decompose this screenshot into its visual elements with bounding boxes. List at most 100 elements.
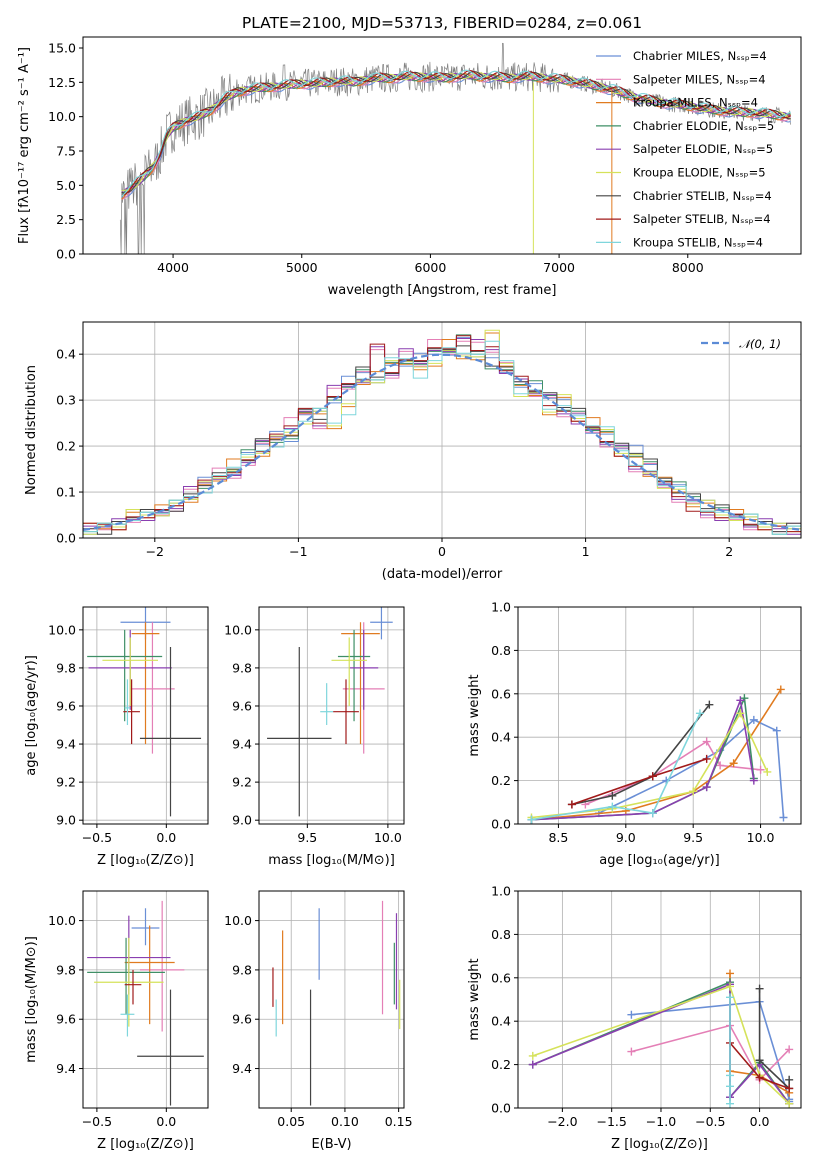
y-tick-label: 10.0 [224, 622, 252, 637]
x-tick-label: 0.0 [750, 1114, 770, 1129]
gridlines [259, 891, 404, 1108]
panel-5: 8.5 9.0 9.5 10.0 0.0 0.2 0.4 0.6 0.8 1.0 age [log₁… [467, 600, 802, 868]
weight-marker [772, 726, 781, 735]
weight-marker [527, 815, 536, 824]
legend-label: Chabrier ELODIE, Nₛₛₚ=5 [633, 119, 774, 133]
x-axis-label: Z [log₁₀(Z/Z⊙)] [97, 853, 194, 868]
model-spectrum-line [121, 73, 791, 200]
x-tick-label: 6000 [415, 260, 447, 275]
x-tick-label: 7000 [543, 260, 575, 275]
x-tick-label: 0 [438, 544, 446, 559]
y-tick-label: 9.8 [56, 962, 76, 977]
y-tick-label: 9.2 [232, 775, 252, 790]
weight-marker [729, 759, 738, 768]
errorbar-point [124, 679, 131, 726]
y-tick-label: 0.2 [56, 439, 76, 454]
x-tick-label: −1 [289, 544, 307, 559]
y-tick-label: 0.2 [491, 1057, 511, 1072]
x-axis-label: E(B-V) [311, 1137, 351, 1152]
weight-marker [627, 1010, 636, 1019]
legend-label: Salpeter STELIB, Nₛₛₚ=4 [633, 212, 771, 226]
x-tick-label: 0.15 [385, 1114, 413, 1129]
weight-marker [567, 800, 576, 809]
x-tick-label: 10.0 [374, 830, 402, 845]
axes-frame [82, 890, 209, 1109]
weight-marker [785, 1045, 794, 1054]
errorbar-point [341, 622, 380, 745]
y-tick-label: 9.4 [56, 737, 76, 752]
y-axis-label: mass [log₁₀(M/M⊙)] [24, 936, 39, 1063]
errorbar-point [320, 683, 334, 726]
weight-marker [608, 791, 617, 800]
panel-6: −0.5 0.0 9.4 9.6 9.8 10.0 Z [log₁₀(Z/Z⊙)] mass … [24, 890, 209, 1152]
x-axis-label: (data-model)/error [382, 567, 503, 582]
weight-marker [756, 765, 765, 774]
weight-marker [779, 813, 788, 822]
legend: 𝒩(0, 1) [701, 337, 781, 351]
x-tick-label: −1.5 [596, 1114, 626, 1129]
axes-frame [517, 890, 802, 1109]
legend-label: Salpeter MILES, Nₛₛₚ=4 [633, 72, 766, 86]
errorbar-point [94, 937, 164, 1027]
x-tick-label: −0.5 [695, 1114, 725, 1129]
y-tick-label: 0.6 [491, 970, 511, 985]
weight-line [598, 718, 785, 818]
gridlines [259, 607, 404, 824]
y-tick-label: 0.6 [491, 686, 511, 701]
panel-8: −2.0 −1.5 −1.0 −0.5 0.0 0.0 0.2 0.4 0.6 0.8 1.0 Z [… [467, 884, 802, 1152]
x-tick-label: 8000 [672, 260, 704, 275]
panel-4: 9.5 10.0 9.0 9.2 9.4 9.6 9.8 10.0 mass [log₁₀(M/… [224, 606, 405, 868]
weight-series [527, 696, 758, 824]
weight-marker [726, 1099, 735, 1108]
y-axis-label: Normed distribution [24, 365, 39, 495]
y-tick-label: 0.2 [491, 773, 511, 788]
y-tick-label: 9.0 [56, 813, 76, 828]
y-tick-label: 10.0 [224, 913, 252, 928]
model-spectrum-line [121, 73, 791, 200]
x-tick-label: 9.5 [297, 830, 317, 845]
y-tick-label: 2.5 [56, 212, 76, 227]
weight-line [531, 712, 701, 821]
weight-line [531, 695, 755, 821]
x-axis-label: Z [log₁₀(Z/Z⊙)] [97, 1137, 194, 1152]
model-spectrum-line [121, 69, 791, 197]
x-tick-label: 9.5 [683, 830, 703, 845]
weight-marker [726, 1071, 735, 1080]
weight-marker [689, 787, 698, 796]
y-tick-label: 9.4 [56, 1061, 76, 1076]
x-tick-label: 2 [725, 544, 733, 559]
y-tick-label: 9.4 [232, 737, 252, 752]
errorbar-point [102, 637, 158, 706]
weight-series [527, 694, 758, 824]
y-tick-label: 15.0 [48, 40, 76, 55]
x-tick-label: 9.0 [616, 830, 636, 845]
weight-marker [705, 700, 714, 709]
weight-marker [726, 993, 735, 1002]
x-tick-label: 0.0 [156, 830, 176, 845]
weight-marker [749, 776, 758, 785]
plot-area [87, 607, 202, 817]
x-tick-label: 8.5 [548, 830, 568, 845]
weight-marker [528, 1060, 537, 1069]
y-tick-label: 9.6 [232, 1012, 252, 1027]
legend-label: Salpeter ELODIE, Nₛₛₚ=5 [633, 142, 773, 156]
legend-label: Chabrier MILES, Nₛₛₚ=4 [633, 49, 767, 63]
legend-label: Kroupa ELODIE, Nₛₛₚ=5 [633, 166, 766, 180]
y-tick-label: 10.0 [48, 622, 76, 637]
weight-marker [608, 802, 617, 811]
y-tick-label: 1.0 [491, 600, 511, 615]
model-spectrum-line [121, 69, 791, 196]
plot-area [87, 900, 204, 1106]
axes-frame [82, 36, 802, 255]
legend-label: Chabrier STELIB, Nₛₛₚ=4 [633, 189, 772, 203]
gridlines [518, 606, 801, 825]
plot-area [82, 329, 802, 535]
weight-marker [763, 767, 772, 776]
x-tick-label: 5000 [286, 260, 318, 275]
weight-marker [785, 1099, 794, 1108]
weight-marker [716, 761, 725, 770]
plot-area [119, 42, 792, 254]
y-tick-label: 0.4 [491, 1014, 511, 1029]
y-tick-label: 0.0 [491, 1101, 511, 1116]
plot-area [272, 900, 401, 1106]
